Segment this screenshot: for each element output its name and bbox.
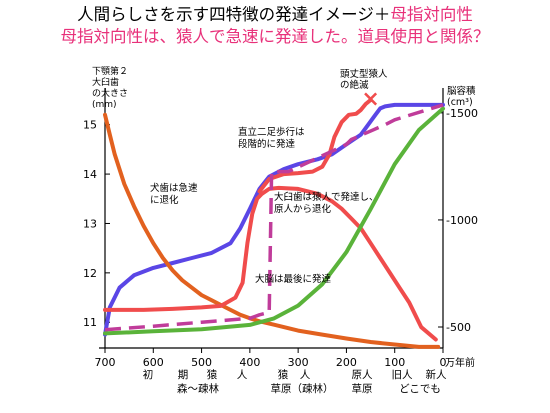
y-left-axis-label: 大臼歯: [92, 76, 119, 88]
y-right-axis-label: (cm³): [447, 97, 473, 108]
y-right-tick-label: -500: [446, 321, 471, 334]
stage-ape-man-2: 人: [299, 369, 311, 381]
slide-title-main: 人間らしさを示す四特徴の発達イメージ＋: [77, 5, 391, 24]
annotation-bipedal: 直立二足歩行は: [238, 126, 305, 138]
y-left-tick-label: 15: [83, 119, 97, 132]
x-tick-label: 200: [336, 356, 357, 369]
annotation-molar: 原人から退化: [274, 203, 332, 215]
y-right-tick-label: -1000: [446, 214, 478, 227]
stage-neanderthal: 旧人: [391, 369, 413, 381]
slide-subtitle: 母指対向性は、猿人で急速に発達した。道具使用と関係？: [60, 27, 490, 46]
slide-title-accent: 母指対向性: [390, 5, 473, 24]
series-line-5: [104, 103, 444, 332]
x-tick-label: 600: [143, 356, 164, 369]
annotation-bipedal: 段階的に発達: [238, 138, 296, 150]
x-tick-label: 100: [384, 356, 405, 369]
series-line-4: [103, 106, 445, 336]
series-line-0: [103, 102, 445, 337]
y-right-tick-label: -1500: [446, 107, 478, 120]
y-left-axis-label: 下顎第２: [92, 65, 128, 77]
y-left-tick-label: 13: [83, 217, 97, 230]
stage-early-4: 人: [236, 369, 248, 381]
x-tick-label: 500: [191, 356, 212, 369]
y-left-axis-label: の大きさ: [92, 87, 128, 99]
habitat-grassland: 草原: [351, 383, 373, 395]
stage-homo-erectus: 原人: [351, 369, 373, 381]
stage-early-2: 期: [177, 369, 189, 381]
x-tick-label: 700: [95, 356, 116, 369]
annotation-brain: 大脳は最後に発達: [255, 273, 332, 285]
annotation-extinction: 頭丈型猿人: [340, 68, 388, 80]
stage-ape-man-1: 猿: [277, 369, 289, 381]
series-line-2: [103, 185, 438, 342]
annotation-molar: 大臼歯は猿人で発達し、: [274, 191, 379, 203]
annotation-canine: に退化: [150, 194, 179, 206]
y-left-tick-label: 14: [83, 168, 97, 181]
series-line-3: [257, 98, 373, 194]
series-line-1: [103, 112, 441, 349]
slide-title: 人間らしさを示す四特徴の発達イメージ＋母指対向性: [0, 5, 550, 25]
x-axis-unit: 万年前: [445, 356, 475, 369]
y-left-tick-label: 12: [83, 267, 97, 280]
x-tick-label: 400: [239, 356, 260, 369]
habitat-forest: 森〜疎林: [177, 383, 219, 395]
annotation-extinction: の絶滅: [340, 79, 369, 91]
habitat-grassland-woodland: 草原（疎林）: [270, 383, 334, 395]
stage-early-1: 初: [142, 369, 154, 381]
y-right-axis-label: 脳容積: [447, 85, 476, 97]
y-left-axis-label: (mm): [92, 100, 117, 110]
x-tick-label: 300: [288, 356, 309, 369]
habitat-anywhere: どこでも: [399, 383, 441, 395]
y-left-tick-label: 11: [83, 316, 97, 329]
stage-early-3: 猿: [206, 369, 218, 381]
stage-modern-human: 新人: [425, 369, 447, 381]
annotation-canine: 犬歯は急速: [150, 182, 198, 194]
x-tick-label: 0: [440, 356, 447, 369]
extinction-marker: ×: [361, 87, 379, 112]
